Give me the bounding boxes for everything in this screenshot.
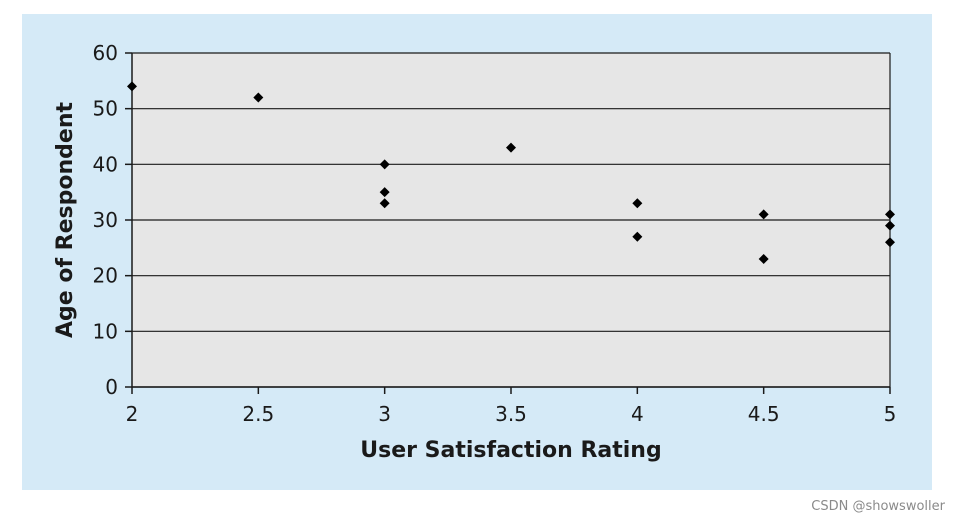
data-point-7	[632, 231, 643, 242]
x-tick-label-1: 2.5	[242, 402, 274, 426]
watermark-text: CSDN @showswoller	[811, 499, 945, 514]
data-point-5	[506, 142, 516, 153]
y-tick-label-2: 20	[93, 264, 118, 288]
data-points	[127, 81, 895, 264]
data-point-11	[885, 220, 895, 231]
y-axis-title: Age of Respondent	[53, 102, 78, 339]
data-point-10	[885, 209, 895, 220]
data-point-3	[379, 187, 390, 198]
data-point-6	[632, 198, 643, 209]
x-tick-label-6: 5	[884, 402, 897, 426]
data-point-12	[885, 237, 895, 248]
data-point-9	[758, 253, 769, 264]
x-tick-label-3: 3.5	[495, 402, 527, 426]
x-axis-ticks: 2 2.5 3 3.5 4 4.5 5	[126, 387, 897, 426]
x-tick-label-2: 3	[378, 402, 391, 426]
y-tick-label-1: 10	[93, 319, 118, 343]
y-tick-label-0: 0	[105, 375, 118, 399]
data-point-1	[253, 92, 264, 103]
x-tick-label-0: 2	[126, 402, 139, 426]
data-point-2	[379, 159, 390, 170]
data-point-4	[379, 198, 390, 209]
y-tick-label-4: 40	[93, 152, 118, 176]
y-tick-label-6: 60	[93, 41, 118, 65]
y-tick-label-5: 50	[93, 97, 118, 121]
x-tick-label-5: 4.5	[748, 402, 780, 426]
data-point-8	[758, 209, 769, 220]
x-tick-label-4: 4	[631, 402, 644, 426]
x-axis-title: User Satisfaction Rating	[360, 438, 661, 463]
data-point-0	[127, 81, 137, 92]
y-tick-label-3: 30	[93, 208, 118, 232]
y-axis-ticks: 0 10 20 30 40 50 60	[93, 41, 132, 399]
